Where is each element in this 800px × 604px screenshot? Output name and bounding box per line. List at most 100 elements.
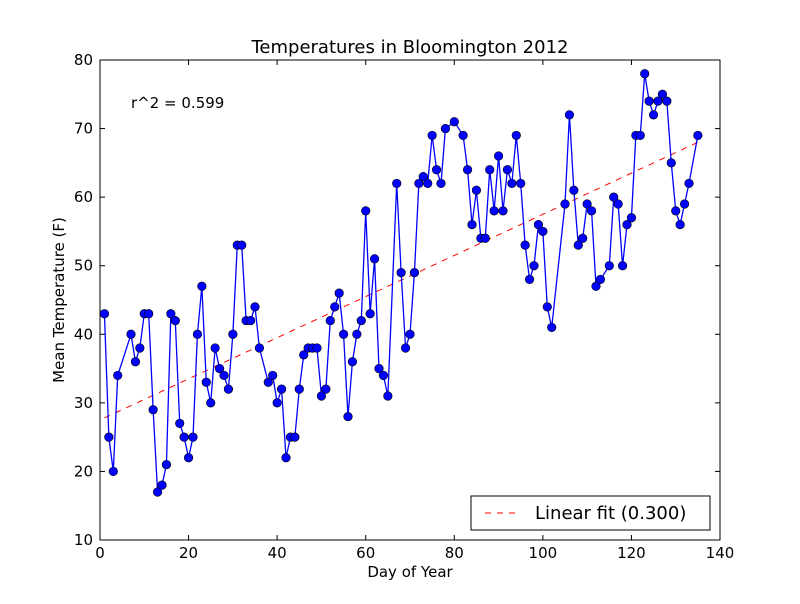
temperature-point: [617, 261, 628, 271]
temperature-point: [392, 178, 402, 189]
temperature-point: [188, 432, 198, 442]
temperature-point: [595, 274, 606, 285]
temperature-point: [223, 384, 234, 394]
temperature-point: [657, 89, 668, 99]
y-axis-label: Mean Temperature (F): [50, 217, 68, 383]
temperature-point: [99, 309, 110, 319]
temperature-point: [365, 309, 375, 319]
temperature-point: [626, 213, 637, 223]
x-tick-label: 60: [356, 544, 375, 562]
temperature-point: [440, 123, 451, 134]
legend: Linear fit (0.300): [470, 495, 711, 531]
temperature-point: [108, 466, 118, 477]
temperature-point: [152, 487, 163, 497]
temperature-point: [356, 315, 366, 326]
temperature-point: [485, 165, 495, 175]
temperature-point: [679, 199, 690, 209]
temperature-point: [622, 219, 632, 230]
temperature-point: [228, 329, 238, 339]
temperature-point: [268, 370, 278, 381]
temperature-point: [281, 453, 291, 463]
temperature-point: [396, 267, 406, 278]
temperature-point: [166, 309, 176, 319]
x-tick-label: 40: [268, 544, 287, 562]
temperature-point: [237, 240, 247, 250]
temperature-point: [569, 185, 579, 195]
temperature-point: [498, 206, 508, 216]
temperature-point: [684, 178, 694, 189]
y-tick-label: 30: [74, 394, 93, 412]
temperature-point: [148, 405, 158, 415]
temperature-point: [662, 96, 672, 106]
temperature-point: [104, 432, 114, 442]
temperature-point: [330, 302, 340, 312]
temperature-point: [502, 165, 513, 175]
temperature-point: [378, 370, 389, 381]
temperature-point: [144, 309, 154, 319]
x-tick-label: 140: [706, 544, 735, 562]
temperature-point: [578, 233, 588, 243]
temperature-point: [383, 391, 393, 401]
temperature-point: [507, 178, 517, 189]
temperature-point: [436, 178, 446, 189]
temperature-point: [206, 398, 216, 408]
y-tick-label: 70: [74, 120, 93, 138]
temperature-point: [130, 357, 141, 367]
temperature-point: [272, 398, 282, 408]
temperature-point: [352, 329, 362, 339]
temperature-point: [197, 281, 207, 291]
temperature-point: [334, 288, 344, 298]
temperature-point: [321, 384, 331, 394]
temperature-point: [520, 240, 530, 250]
temperature-point: [693, 130, 703, 141]
temperature-point: [493, 151, 504, 161]
temperature-point: [263, 377, 273, 387]
temperature-point: [666, 158, 676, 168]
temperature-point: [347, 357, 358, 367]
temperature-point: [635, 130, 645, 141]
temperature-point: [338, 329, 349, 339]
temperature-point: [316, 391, 327, 401]
y-tick-label: 80: [74, 51, 93, 69]
y-tick-label: 50: [74, 257, 93, 275]
temperature-point: [427, 130, 437, 141]
temperature-point: [489, 206, 499, 216]
temperature-point: [161, 459, 172, 470]
temperature-point: [529, 261, 539, 271]
temperature-point: [343, 411, 353, 422]
temperature-point: [511, 130, 521, 141]
temperature-point: [648, 110, 659, 120]
y-tick-label: 20: [74, 462, 93, 480]
temperature-point: [516, 178, 526, 189]
temperature-point: [609, 192, 619, 202]
temperature-point: [113, 370, 123, 381]
temperature-point: [644, 96, 654, 106]
x-tick-label: 100: [529, 544, 558, 562]
y-tick-label: 10: [74, 531, 93, 549]
temperature-point: [245, 315, 256, 326]
temperature-point: [254, 343, 265, 353]
temperature-point: [480, 233, 490, 243]
temperature-point: [640, 69, 650, 79]
x-tick-label: 0: [95, 544, 105, 562]
temperature-point: [573, 240, 583, 250]
temperature-point: [183, 453, 194, 463]
temperature-point: [582, 199, 592, 209]
temperature-point: [374, 363, 384, 374]
temperature-point: [312, 343, 322, 353]
temperature-point: [214, 363, 225, 374]
temperature-point: [361, 206, 371, 216]
temperature-point: [471, 185, 482, 195]
temperature-point: [524, 274, 535, 285]
temperature-point: [170, 315, 180, 326]
x-tick-label: 20: [179, 544, 198, 562]
temperature-point: [201, 377, 211, 387]
temperature-point: [547, 322, 557, 333]
temperature-point: [458, 130, 468, 141]
x-tick-label: 120: [617, 544, 646, 562]
temperature-point: [135, 343, 145, 353]
y-tick-label: 40: [74, 325, 93, 343]
temperature-point: [462, 165, 473, 175]
chart-title: Temperatures in Bloomington 2012: [250, 37, 568, 58]
